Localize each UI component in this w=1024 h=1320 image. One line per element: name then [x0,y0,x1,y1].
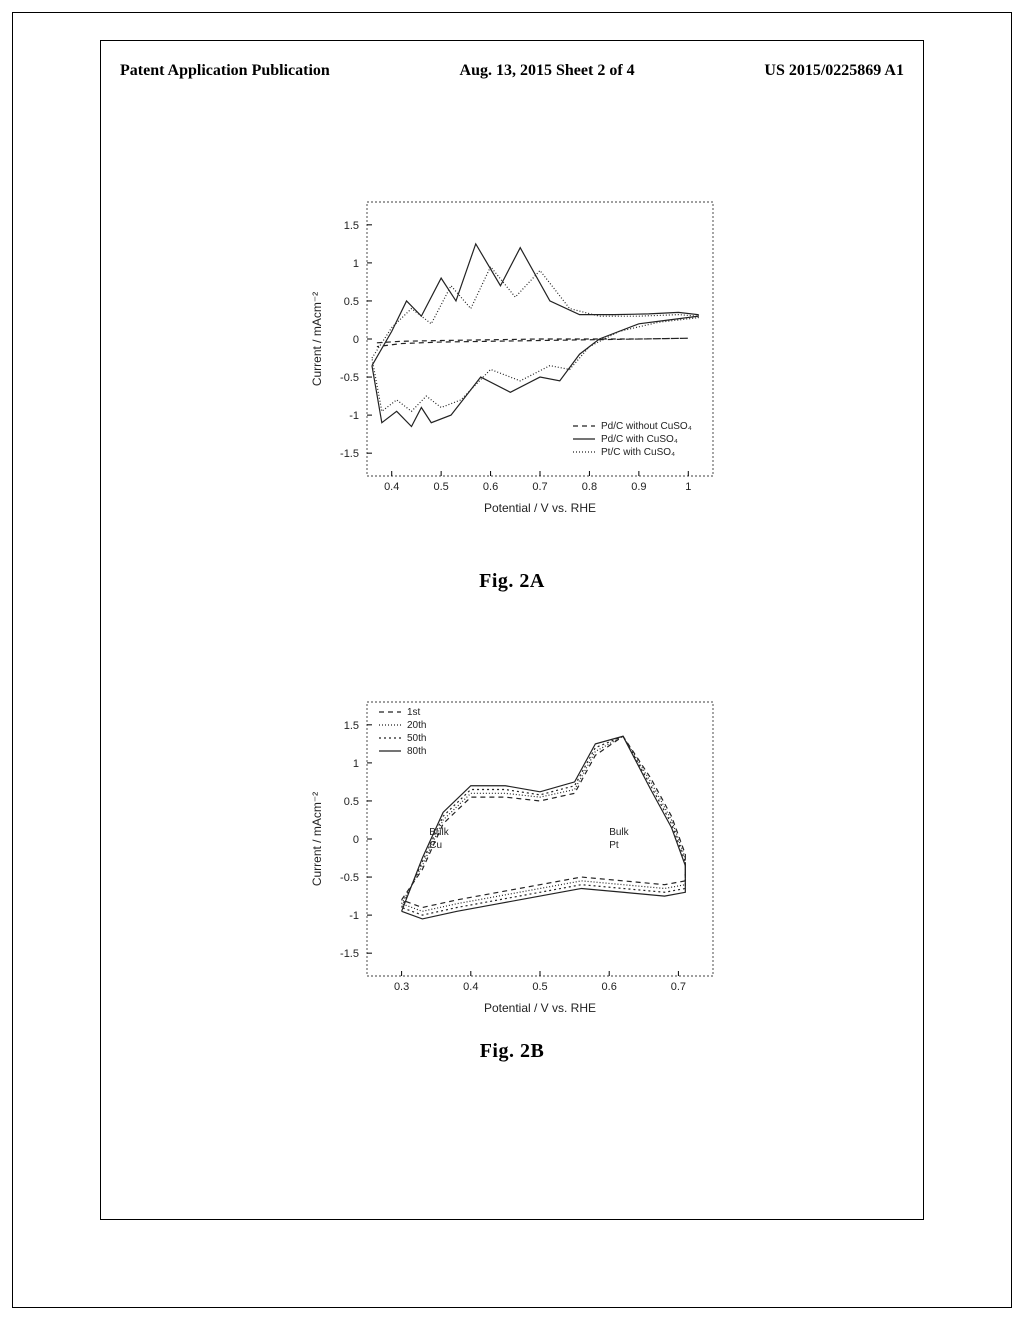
svg-text:-1: -1 [349,910,359,922]
svg-text:1st: 1st [407,707,421,718]
header-center: Aug. 13, 2015 Sheet 2 of 4 [460,62,635,80]
svg-text:0.7: 0.7 [671,981,686,993]
svg-text:Pt: Pt [609,840,619,851]
svg-text:0: 0 [353,334,359,346]
header-right: US 2015/0225869 A1 [764,62,904,80]
svg-text:0.4: 0.4 [384,481,399,493]
svg-text:0.5: 0.5 [344,296,359,308]
svg-text:0.5: 0.5 [532,981,547,993]
svg-text:0.6: 0.6 [483,481,498,493]
svg-text:80th: 80th [407,746,426,757]
svg-text:1.5: 1.5 [344,720,359,732]
svg-text:Cu: Cu [429,840,442,851]
svg-text:1: 1 [685,481,691,493]
svg-text:Pt/C with CuSO₄: Pt/C with CuSO₄ [601,447,675,458]
chart-2a: 0.4 0.5 0.6 0.7 0.8 0.9 1 -1.5 -1 -0.5 0 0.5 1 1.5 Pot… [305,190,725,520]
chart-2b-svg: 0.3 0.4 0.5 0.6 0.7 -1.5 -1 -0.5 0 0.5 1 1.5 Potenti… [305,690,725,1020]
page-header: Patent Application Publication Aug. 13, … [120,62,904,80]
svg-text:Pd/C with CuSO₄: Pd/C with CuSO₄ [601,434,678,445]
caption-fig-2a: Fig. 2A [0,570,1024,593]
header-left: Patent Application Publication [120,62,330,80]
caption-fig-2b: Fig. 2B [0,1040,1024,1063]
chart-2a-svg: 0.4 0.5 0.6 0.7 0.8 0.9 1 -1.5 -1 -0.5 0 0.5 1 1.5 Pot… [305,190,725,520]
svg-text:-0.5: -0.5 [340,372,359,384]
svg-text:0.8: 0.8 [582,481,597,493]
svg-text:50th: 50th [407,733,426,744]
svg-text:0.6: 0.6 [602,981,617,993]
svg-text:Bulk: Bulk [429,827,449,838]
svg-text:0.9: 0.9 [631,481,646,493]
svg-text:-1.5: -1.5 [340,948,359,960]
svg-text:1.5: 1.5 [344,220,359,232]
svg-text:-0.5: -0.5 [340,872,359,884]
svg-text:0.5: 0.5 [433,481,448,493]
svg-text:1: 1 [353,258,359,270]
svg-text:0.7: 0.7 [532,481,547,493]
svg-text:Current / mAcm⁻²: Current / mAcm⁻² [310,792,324,886]
svg-text:1: 1 [353,758,359,770]
svg-text:0: 0 [353,834,359,846]
svg-text:-1: -1 [349,410,359,422]
chart-2b: 0.3 0.4 0.5 0.6 0.7 -1.5 -1 -0.5 0 0.5 1 1.5 Potenti… [305,690,725,1020]
svg-text:Potential / V vs. RHE: Potential / V vs. RHE [484,501,596,515]
svg-text:-1.5: -1.5 [340,448,359,460]
svg-text:20th: 20th [407,720,426,731]
svg-text:Current / mAcm⁻²: Current / mAcm⁻² [310,292,324,386]
svg-text:Bulk: Bulk [609,827,629,838]
svg-text:0.5: 0.5 [344,796,359,808]
svg-text:Potential / V vs. RHE: Potential / V vs. RHE [484,1001,596,1015]
svg-text:0.4: 0.4 [463,981,478,993]
svg-text:Pd/C without CuSO₄: Pd/C without CuSO₄ [601,421,692,432]
svg-text:0.3: 0.3 [394,981,409,993]
